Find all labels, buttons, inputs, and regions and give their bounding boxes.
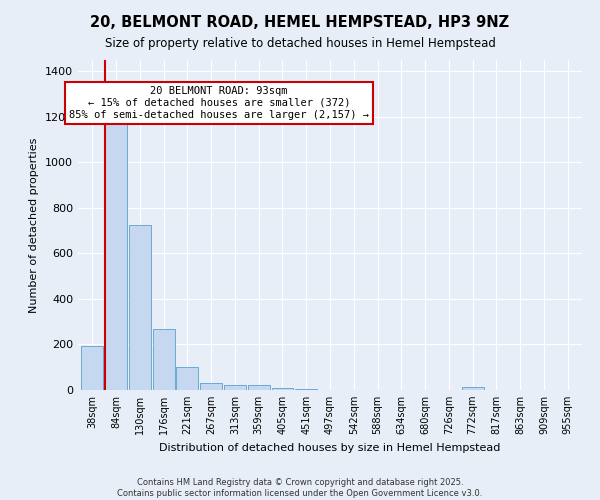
Bar	[295, 389, 317, 390]
Bar	[248, 385, 269, 390]
Text: Size of property relative to detached houses in Hemel Hempstead: Size of property relative to detached ho…	[104, 38, 496, 51]
Bar	[152, 328, 175, 390]
X-axis label: Distribution of detached houses by size in Hemel Hempstead: Distribution of detached houses by size …	[160, 442, 500, 452]
Bar	[129, 225, 151, 390]
Bar	[105, 112, 127, 390]
Bar	[82, 346, 103, 390]
Text: 20, BELMONT ROAD, HEMEL HEMPSTEAD, HP3 9NZ: 20, BELMONT ROAD, HEMEL HEMPSTEAD, HP3 9…	[91, 15, 509, 30]
Text: Contains HM Land Registry data © Crown copyright and database right 2025.
Contai: Contains HM Land Registry data © Crown c…	[118, 478, 482, 498]
Bar	[224, 385, 246, 390]
Bar	[176, 367, 198, 390]
Y-axis label: Number of detached properties: Number of detached properties	[29, 138, 40, 312]
Bar	[462, 388, 484, 390]
Bar	[200, 383, 222, 390]
Text: 20 BELMONT ROAD: 93sqm
← 15% of detached houses are smaller (372)
85% of semi-de: 20 BELMONT ROAD: 93sqm ← 15% of detached…	[69, 86, 369, 120]
Bar	[272, 388, 293, 390]
